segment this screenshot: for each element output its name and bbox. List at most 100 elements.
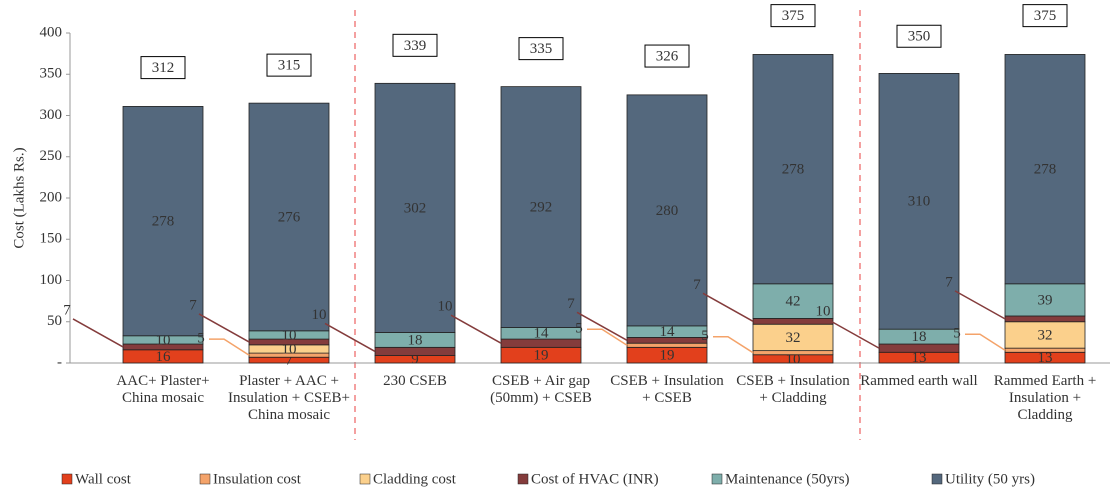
leader-line (324, 322, 376, 353)
value-label: 19 (660, 348, 675, 364)
legend-label: Maintenance (50yrs) (725, 471, 850, 487)
value-label: 5 (953, 326, 961, 342)
value-label: 13 (1038, 350, 1053, 366)
total-label: 312 (152, 60, 175, 76)
value-label: 7 (189, 297, 197, 313)
value-label: 7 (693, 277, 701, 293)
value-label: 280 (656, 203, 679, 219)
bar-segment (1004, 315, 1086, 323)
total-box (1022, 4, 1068, 28)
value-label: 10 (282, 341, 297, 357)
value-label: 7 (945, 274, 953, 290)
legend-swatch (931, 473, 943, 485)
legend-label: Cost of HVAC (INR) (531, 471, 659, 487)
value-label: 14 (534, 326, 550, 342)
legend-swatch (711, 473, 723, 485)
bar-segment (500, 86, 582, 328)
value-label: 13 (912, 350, 927, 366)
value-label: 32 (786, 330, 801, 346)
total-box (266, 53, 312, 77)
bar-segment (374, 346, 456, 356)
legend-swatch (517, 473, 529, 485)
y-tick-label: 300 (40, 107, 63, 123)
legend-label: Cladding cost (373, 471, 457, 487)
value-label: 310 (908, 194, 931, 210)
total-label: 375 (782, 8, 805, 24)
value-label: 18 (408, 332, 423, 348)
y-tick-label: 100 (40, 272, 63, 288)
bar-segment (878, 73, 960, 330)
bar-segment (752, 283, 834, 319)
bar-segment (374, 82, 456, 333)
y-tick-label: 200 (40, 189, 63, 205)
bar-segment (626, 342, 708, 348)
value-label: 14 (660, 324, 676, 340)
value-label: 292 (530, 200, 553, 216)
value-label: 10 (786, 351, 801, 367)
value-label: 10 (156, 332, 171, 348)
bar-segment (1004, 54, 1086, 285)
value-label: 18 (912, 329, 927, 345)
y-tick-label: 150 (40, 231, 63, 247)
total-label: 339 (404, 38, 427, 54)
legend-swatch (359, 473, 371, 485)
value-label: 10 (438, 299, 453, 315)
value-label: 278 (782, 162, 805, 178)
total-box (392, 33, 438, 57)
leader-line (828, 319, 880, 349)
x-tick-label: CSEB + Insulation + Cladding (736, 373, 850, 406)
total-box (518, 37, 564, 61)
value-label: 32 (1038, 327, 1053, 343)
value-label: 10 (312, 307, 327, 323)
legend-label: Wall cost (75, 471, 132, 487)
legend-label: Insulation cost (213, 471, 302, 487)
bar-segment (626, 94, 708, 327)
value-label: 5 (197, 331, 205, 347)
x-tick-label: Rammed Earth + Insulation + Cladding (993, 373, 1097, 423)
bar-segment (248, 102, 330, 332)
total-label: 335 (530, 41, 553, 57)
value-label: 276 (278, 209, 301, 225)
leader-line (450, 314, 502, 344)
y-tick-label: - (57, 354, 62, 370)
value-label: 9 (411, 352, 419, 368)
total-box (140, 56, 186, 80)
total-label: 315 (278, 58, 301, 74)
bar-segment (752, 54, 834, 285)
value-label: 278 (1034, 162, 1057, 178)
value-label: 16 (156, 349, 172, 365)
x-tick-label: Plaster + AAC + Insulation + CSEB+ China… (228, 373, 350, 423)
total-label: 326 (656, 48, 679, 64)
legend-label: Utility (50 yrs) (945, 471, 1035, 487)
y-tick-label: 50 (47, 313, 62, 329)
leader-line (713, 335, 754, 354)
leader-line (587, 328, 628, 346)
value-label: 7 (567, 296, 575, 312)
leader-line (702, 292, 754, 322)
total-label: 350 (908, 29, 931, 45)
value-label: 10 (282, 327, 297, 343)
x-tick-label: Rammed earth wall (860, 373, 978, 389)
x-tick-label: CSEB + Insulation + CSEB (610, 373, 724, 406)
bar-segment (122, 106, 204, 337)
y-tick-label: 250 (40, 148, 63, 164)
value-label: 5 (575, 321, 583, 337)
leader-line (198, 313, 250, 343)
total-box (770, 4, 816, 28)
x-tick-label: 230 CSEB (383, 373, 447, 389)
y-tick-label: 400 (40, 24, 63, 40)
leader-line (209, 338, 250, 356)
value-label: 7 (63, 302, 71, 318)
value-label: 39 (1038, 292, 1053, 308)
value-label: 10 (816, 304, 831, 320)
y-axis-label: Cost (Lakhs Rs.) (11, 147, 27, 248)
value-label: 19 (534, 348, 549, 364)
bar-segment (1004, 347, 1086, 353)
leader-line (72, 318, 124, 348)
total-box (896, 24, 942, 48)
legend-swatch (61, 473, 73, 485)
y-tick-label: 350 (40, 66, 63, 82)
leader-line (965, 333, 1006, 351)
x-tick-label: CSEB + Air gap (50mm) + CSEB (490, 373, 592, 406)
